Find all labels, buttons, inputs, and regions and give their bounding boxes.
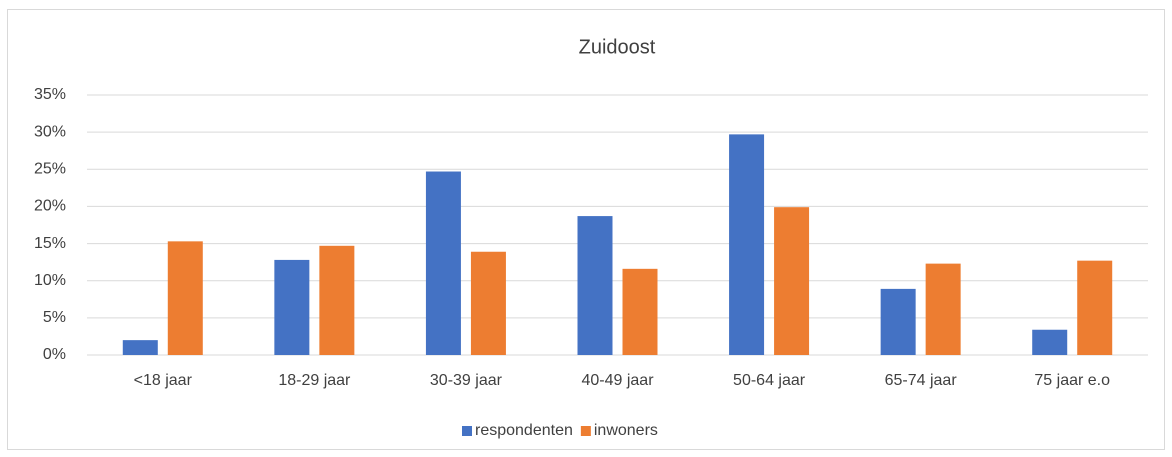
y-tick-label: 20%: [34, 198, 66, 215]
bar: [274, 259, 310, 355]
bar: [880, 288, 916, 355]
bar: [167, 241, 203, 355]
x-tick-label: 50-64 jaar: [733, 372, 806, 389]
bar: [729, 134, 765, 355]
legend-label: respondenten: [475, 422, 573, 439]
legend-swatch: [580, 426, 591, 436]
bar: [577, 216, 613, 355]
x-tick-label: 40-49 jaar: [581, 372, 654, 389]
y-tick-label: 10%: [34, 272, 66, 289]
bar: [1032, 329, 1068, 355]
bar: [925, 263, 961, 355]
y-tick-label: 35%: [34, 86, 66, 103]
y-tick-label: 15%: [34, 235, 66, 252]
y-tick-label: 0%: [43, 346, 66, 363]
bar: [774, 207, 810, 355]
y-tick-label: 30%: [34, 123, 66, 140]
x-tick-label: 30-39 jaar: [430, 372, 503, 389]
bar: [470, 251, 506, 355]
y-tick-label: 5%: [43, 309, 66, 326]
x-tick-label: 75 jaar e.o: [1034, 372, 1110, 389]
x-tick-label: 18-29 jaar: [278, 372, 351, 389]
y-tick-label: 25%: [34, 161, 66, 178]
legend-label: inwoners: [594, 422, 658, 439]
bar: [425, 171, 461, 355]
chart-title: Zuidoost: [579, 36, 656, 58]
bar: [122, 340, 158, 355]
bar: [1077, 260, 1113, 355]
x-tick-label: 65-74 jaar: [885, 372, 958, 389]
legend-swatch: [462, 426, 472, 436]
bar: [622, 268, 658, 355]
x-tick-label: <18 jaar: [134, 372, 193, 389]
bar: [319, 245, 355, 355]
